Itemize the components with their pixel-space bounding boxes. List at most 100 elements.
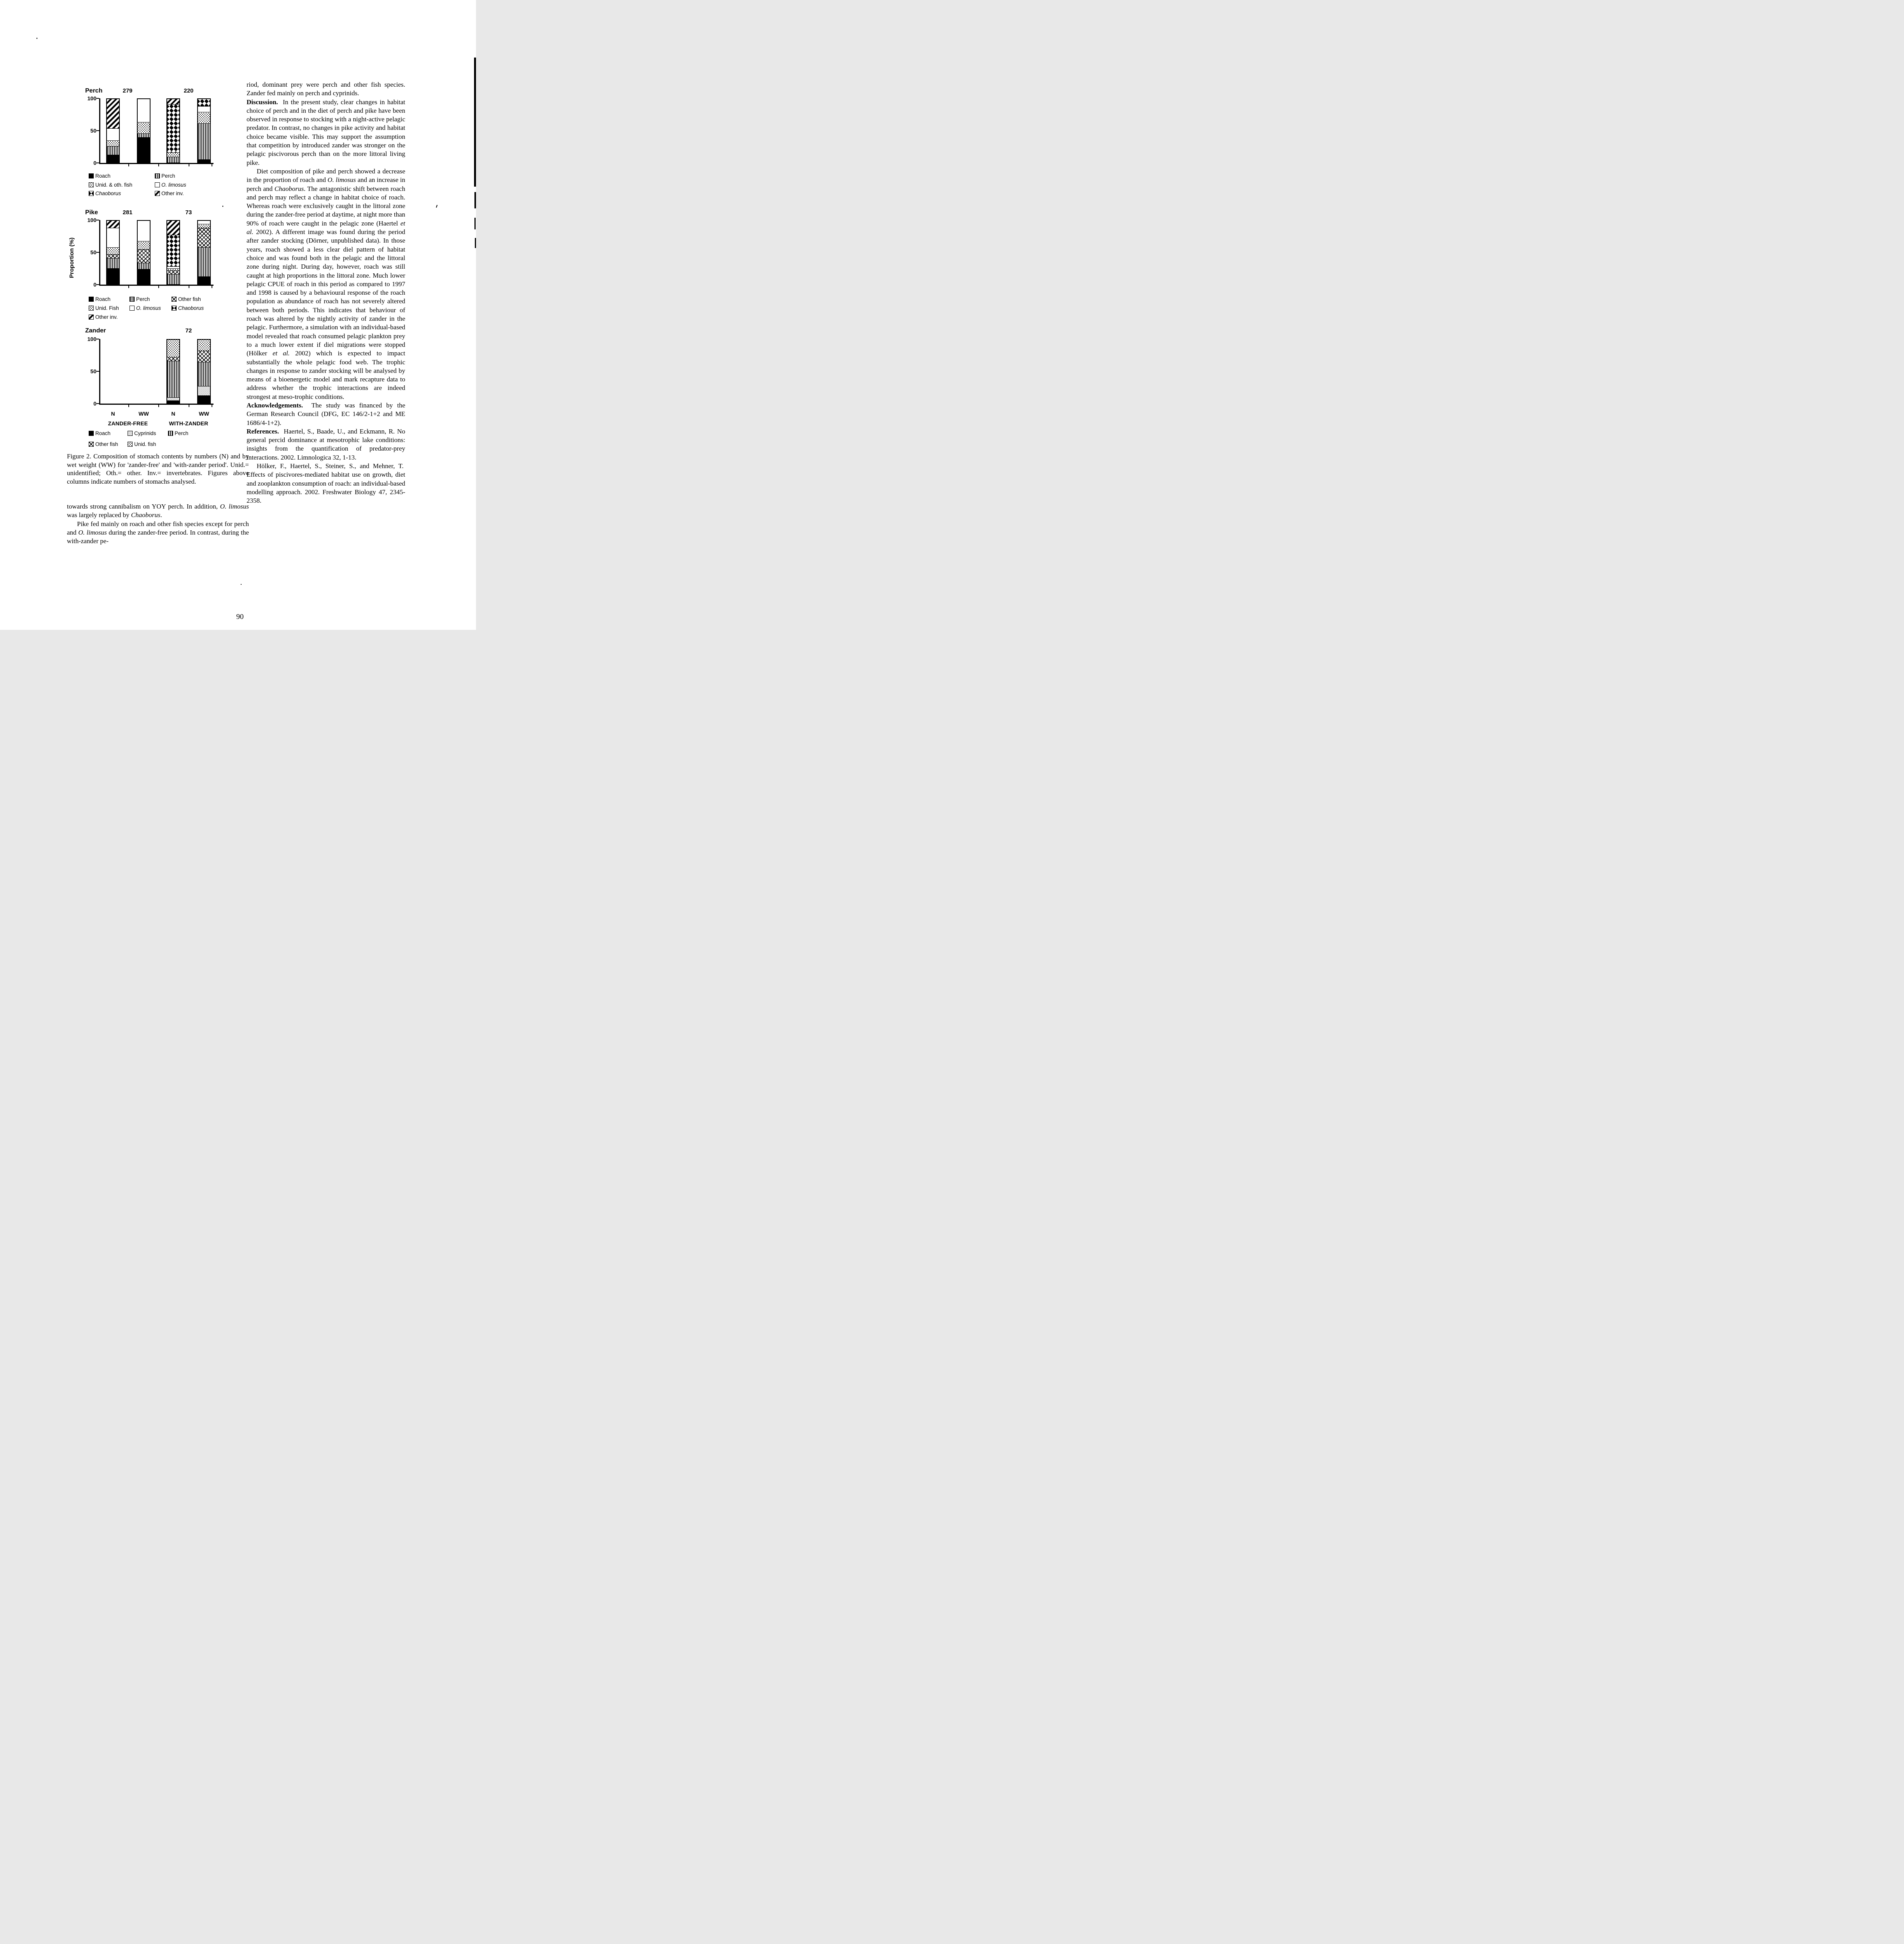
legend-swatch-other_fish	[89, 442, 94, 447]
segment-divider	[198, 227, 210, 228]
paragraph: Hölker, F., Haertel, S., Steiner, S., an…	[247, 462, 405, 505]
segment-divider	[107, 227, 119, 228]
legend-label: Roach	[95, 430, 111, 436]
y-axis-tick	[96, 284, 99, 285]
legend-item: Chaoborus	[172, 305, 204, 311]
figure-caption: Figure 2. Composition of stomach content…	[67, 452, 249, 486]
scan-artifact	[474, 218, 476, 229]
segment-divider	[107, 247, 119, 248]
legend-item: Other fish	[89, 441, 118, 447]
y-tick-label: 50	[90, 368, 96, 374]
run: and an increase in perch and	[247, 176, 406, 192]
y-tick-label: 100	[87, 336, 96, 342]
y-axis-tick	[96, 252, 99, 253]
legend-label: Chaoborus	[95, 191, 121, 196]
run: during the zander-free period. In contra…	[67, 528, 249, 545]
legend-item: Perch	[130, 296, 150, 302]
legend-label: Other fish	[95, 441, 118, 447]
segment-divider	[107, 140, 119, 141]
run: Diet composition of pike and perch showe…	[247, 167, 405, 184]
legend-label: Perch	[161, 173, 175, 179]
x-category-label: WW	[199, 411, 209, 417]
count-label: 73	[185, 209, 192, 216]
run: Pike fed mainly on roach and other fish …	[67, 520, 249, 536]
legend-label: Cyprinids	[134, 430, 156, 436]
y-tick-label: 0	[93, 160, 96, 166]
chart-title: Zander	[85, 327, 106, 334]
run: was largely replaced by	[67, 511, 131, 519]
run-italic: O. limosus	[327, 176, 356, 184]
paragraph: towards strong cannibalism on YOY perch.…	[67, 502, 249, 520]
run-bold: Acknowledgements.	[247, 401, 303, 409]
bar-segment-chaoborus	[167, 234, 179, 267]
x-category-label: WW	[138, 411, 149, 417]
bar-segment-perch	[198, 247, 210, 277]
run-italic: O. limosus	[220, 503, 249, 510]
segment-divider	[167, 360, 179, 361]
count-label: 220	[184, 87, 194, 94]
bar-segment-perch	[198, 123, 210, 159]
legend-label: Perch	[175, 430, 189, 436]
paragraph: Discussion. In the present study, clear …	[247, 98, 405, 167]
stacked-bar	[106, 220, 120, 285]
legend-swatch-unid	[89, 306, 94, 311]
bar-segment-o_limosus	[198, 221, 210, 224]
y-tick-label: 50	[90, 249, 96, 255]
bar-segment-unid	[167, 268, 179, 271]
legend-item: Other inv.	[89, 314, 118, 320]
scan-artifact	[475, 238, 476, 248]
legend-item: Unid. fish	[128, 441, 156, 447]
segment-divider	[198, 247, 210, 248]
bar-segment-unid	[138, 122, 150, 134]
page: Proportion (%) Perch 279 220 100 50 0 Roach Per…	[0, 0, 476, 630]
y-axis-line	[99, 339, 100, 405]
legend-item: Roach	[89, 173, 110, 179]
legend-swatch-roach	[89, 297, 94, 302]
x-axis-tick	[128, 286, 129, 288]
legend-item: O. limosus	[130, 305, 161, 311]
legend-swatch-unid	[89, 182, 94, 187]
run-italic: et al.	[273, 350, 290, 357]
segment-divider	[167, 357, 179, 358]
scan-artifact	[222, 206, 223, 207]
x-axis-tick	[128, 405, 129, 407]
legend-swatch-o_limosus	[130, 306, 135, 311]
bar-segment-cyprinids	[167, 397, 179, 401]
stacked-bar	[166, 339, 180, 404]
segment-divider	[167, 234, 179, 235]
count-label: 281	[122, 209, 133, 216]
bar-segment-perch	[198, 362, 210, 386]
bar-segment-perch	[107, 258, 119, 269]
legend-swatch-roach	[89, 431, 94, 436]
scan-artifact	[241, 584, 242, 585]
segment-divider	[167, 400, 179, 401]
y-tick-label: 50	[90, 128, 96, 134]
legend-label: Roach	[95, 296, 111, 302]
x-axis-tick	[158, 405, 159, 407]
legend-item: Other fish	[172, 296, 201, 302]
run: 2002). A different image was found durin…	[247, 228, 405, 357]
legend-swatch-o_limosus	[155, 182, 160, 187]
legend-label: Other inv.	[95, 314, 118, 320]
scan-artifact	[474, 192, 476, 208]
bar-segment-roach	[107, 268, 119, 284]
stacked-bar	[197, 220, 211, 285]
segment-divider	[198, 224, 210, 225]
run-bold: Discussion.	[247, 98, 278, 106]
bar-segment-roach	[167, 400, 179, 403]
x-axis-line	[99, 163, 214, 164]
run-italic: Chaoborus	[131, 511, 161, 519]
segment-divider	[198, 362, 210, 363]
segment-divider	[167, 268, 179, 269]
segment-divider	[138, 241, 150, 242]
y-axis-line	[99, 220, 100, 286]
legend-swatch-other_inv	[89, 315, 94, 320]
segment-divider	[167, 266, 179, 267]
y-axis-tick	[96, 98, 99, 99]
legend-label: Perch	[136, 296, 150, 302]
bar-segment-perch	[138, 133, 150, 137]
run: 2002) which is expected to impact substa…	[247, 350, 405, 400]
x-group-label: WITH-ZANDER	[169, 420, 208, 427]
run: Figure 2. Composition of stomach content…	[67, 453, 249, 485]
run-italic: O. limosus	[78, 528, 107, 536]
